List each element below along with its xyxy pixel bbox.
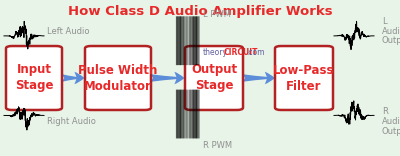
Text: Left Audio: Left Audio xyxy=(47,27,90,36)
Text: .com: .com xyxy=(246,48,265,57)
FancyBboxPatch shape xyxy=(6,46,62,110)
Text: Right Audio: Right Audio xyxy=(47,117,96,126)
Text: How Class D Audio Amplifier Works: How Class D Audio Amplifier Works xyxy=(68,5,332,18)
Text: L
Audio
Output: L Audio Output xyxy=(382,17,400,45)
FancyBboxPatch shape xyxy=(185,46,243,110)
FancyBboxPatch shape xyxy=(85,46,151,110)
Text: L PWM: L PWM xyxy=(203,10,231,19)
Text: Low-Pass
Filter: Low-Pass Filter xyxy=(273,63,335,93)
Text: R
Audio
Output: R Audio Output xyxy=(382,107,400,136)
Text: Input
Stage: Input Stage xyxy=(15,63,53,93)
Text: Output
Stage: Output Stage xyxy=(191,63,237,93)
Text: theory: theory xyxy=(203,48,228,57)
Text: Pulse Width
Modulator: Pulse Width Modulator xyxy=(78,63,158,93)
FancyBboxPatch shape xyxy=(275,46,333,110)
Text: R PWM: R PWM xyxy=(203,141,232,150)
Text: CIRCUIT: CIRCUIT xyxy=(224,48,258,57)
